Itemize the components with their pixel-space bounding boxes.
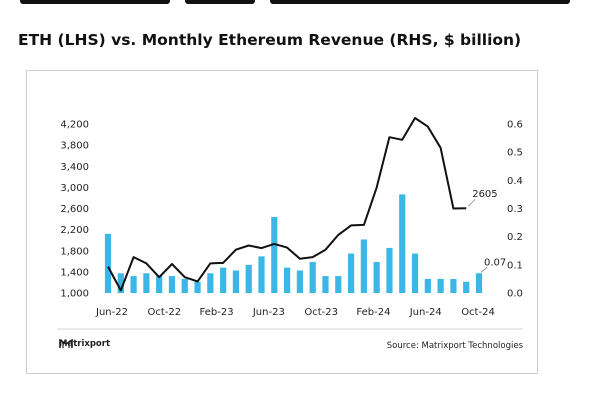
revenue-bar bbox=[168, 276, 176, 293]
eth-last-value-label: 2605 bbox=[472, 189, 497, 200]
cropped-header-text bbox=[0, 0, 590, 6]
right-axis-tick-label: 0.3 bbox=[507, 204, 523, 215]
x-axis-tick-label: Jun-24 bbox=[409, 307, 442, 318]
revenue-bar bbox=[207, 273, 214, 293]
brand-logo: Matrixport bbox=[59, 339, 110, 349]
revenue-bar bbox=[424, 278, 431, 293]
x-axis-tick-label: Oct-23 bbox=[304, 307, 338, 318]
right-axis-tick-label: 0.4 bbox=[507, 176, 523, 187]
x-axis-tick-label: Oct-22 bbox=[147, 307, 181, 318]
revenue-bar bbox=[194, 281, 201, 293]
revenue-bar bbox=[143, 273, 150, 293]
left-axis-tick-label: 2,600 bbox=[60, 204, 89, 215]
revenue-bar bbox=[335, 276, 342, 293]
x-axis-tick-label: Feb-24 bbox=[356, 307, 390, 318]
chart-footer: Matrixport Source: Matrixport Technologi… bbox=[57, 335, 523, 355]
x-axis-tick-label: Jun-23 bbox=[252, 307, 285, 318]
revenue-bar bbox=[437, 278, 444, 293]
revenue-bar bbox=[386, 247, 393, 293]
revenue-bar bbox=[181, 278, 188, 293]
revenue-bar bbox=[309, 262, 316, 293]
left-axis-tick-label: 1,800 bbox=[60, 246, 89, 257]
x-axis-tick-label: Oct-24 bbox=[461, 307, 495, 318]
revenue-bar bbox=[232, 270, 240, 293]
revenue-bar bbox=[220, 267, 227, 293]
brand-name: Matrixport bbox=[59, 339, 111, 349]
revenue-bar bbox=[475, 273, 483, 293]
revenue-bar bbox=[296, 270, 303, 293]
revenue-bar bbox=[322, 276, 329, 293]
revenue-bar bbox=[284, 267, 291, 293]
left-axis-tick-label: 4,200 bbox=[60, 120, 89, 131]
revenue-bar bbox=[411, 253, 419, 293]
revenue-callout-leader bbox=[480, 266, 488, 273]
left-axis-tick-label: 3,000 bbox=[60, 183, 89, 194]
right-axis-tick-label: 0.5 bbox=[507, 148, 523, 159]
right-axis-label: Billions bbox=[534, 125, 537, 161]
x-axis-tick-label: Jun-22 bbox=[95, 307, 128, 318]
revenue-bar bbox=[450, 278, 457, 293]
right-axis-tick-label: 0.0 bbox=[507, 289, 523, 300]
matrixport-logo-icon bbox=[59, 339, 73, 348]
revenue-bar bbox=[373, 262, 380, 293]
revenue-bar bbox=[360, 239, 367, 293]
revenue-bar bbox=[463, 281, 470, 293]
x-axis-tick-label: Feb-23 bbox=[200, 307, 234, 318]
eth-price-line bbox=[107, 117, 467, 292]
revenue-bar bbox=[104, 233, 112, 293]
source-note: Source: Matrixport Technologies bbox=[386, 341, 523, 351]
revenue-bar bbox=[271, 216, 278, 293]
left-axis-tick-label: 2,200 bbox=[60, 225, 89, 236]
revenue-bar bbox=[117, 273, 124, 293]
left-axis-tick-label: 1,000 bbox=[60, 289, 89, 300]
revenue-bar bbox=[347, 253, 355, 293]
right-axis-tick-label: 0.2 bbox=[507, 232, 523, 243]
page-title: ETH (LHS) vs. Monthly Ethereum Revenue (… bbox=[18, 31, 522, 49]
chart: 1,000 1,400 1,800 2,200 2,600 3,000 3,400 3,800… bbox=[57, 117, 537, 330]
left-axis-tick-label: 3,800 bbox=[60, 141, 89, 152]
revenue-bar bbox=[258, 256, 265, 293]
revenue-last-value-label: 0.07 bbox=[484, 257, 506, 268]
revenue-bar bbox=[245, 264, 252, 293]
chart-card: 1,000 1,400 1,800 2,200 2,600 3,000 3,400 3,800… bbox=[26, 70, 538, 374]
right-axis-tick-label: 0.1 bbox=[507, 260, 523, 271]
revenue-bar bbox=[130, 276, 137, 293]
left-axis-tick-label: 1,400 bbox=[60, 267, 89, 278]
eth-callout-leader bbox=[467, 198, 476, 207]
revenue-bar bbox=[399, 194, 406, 293]
right-axis-tick-label: 0.6 bbox=[507, 120, 523, 131]
revenue-bar bbox=[156, 276, 163, 293]
left-axis-tick-label: 3,400 bbox=[60, 162, 89, 173]
